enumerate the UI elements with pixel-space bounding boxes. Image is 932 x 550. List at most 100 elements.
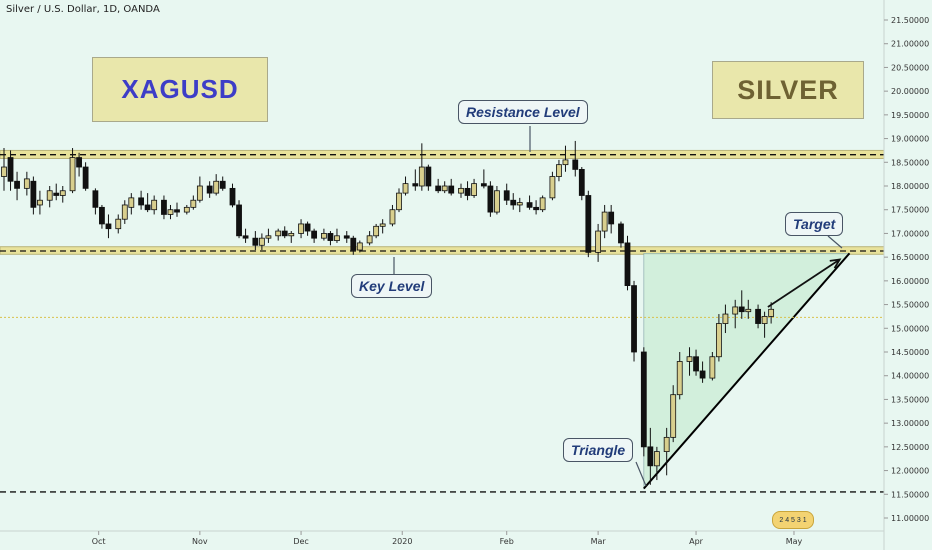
candle <box>37 190 43 215</box>
candle-body <box>236 204 242 237</box>
candle-body <box>196 185 203 201</box>
candle-body <box>556 164 562 177</box>
candle-body <box>334 235 340 241</box>
candle-body <box>366 235 373 244</box>
candle-body <box>242 235 249 239</box>
target-callout: Target <box>785 212 844 236</box>
candle-body <box>30 180 37 208</box>
candle-body <box>663 436 670 453</box>
candle <box>213 174 220 196</box>
candle <box>196 176 203 203</box>
candle <box>190 195 197 210</box>
candle <box>601 204 608 239</box>
candle <box>252 231 259 251</box>
candle <box>288 231 295 243</box>
candle <box>510 193 517 210</box>
candle-body <box>174 209 180 213</box>
candle-body <box>412 183 419 187</box>
candle <box>219 176 226 191</box>
candle-body <box>14 180 20 189</box>
candle <box>59 186 66 203</box>
candle-body <box>745 308 752 313</box>
price-tick-label: 12.00000 <box>891 467 929 476</box>
candle <box>670 385 677 443</box>
candle-body <box>595 230 602 253</box>
candle-body <box>304 223 311 232</box>
candle <box>258 233 265 251</box>
candle-body <box>128 197 135 208</box>
candle <box>343 231 350 243</box>
triangle-support-line <box>643 252 851 490</box>
candle-body <box>572 159 579 170</box>
candle-body <box>418 166 425 187</box>
candle <box>745 299 752 319</box>
triangle-callout: Triangle <box>563 438 634 462</box>
candle <box>755 304 761 329</box>
candle <box>281 226 288 239</box>
candle <box>7 150 14 191</box>
resistance-level-callout: Resistance Level <box>458 100 588 124</box>
time-tick-label: Apr <box>689 537 704 546</box>
candle-body <box>151 199 158 211</box>
tradingview-logo: 2 4 5 3 1 <box>772 511 814 529</box>
candle-body <box>213 180 220 194</box>
price-tick-label: 12.50000 <box>891 443 929 452</box>
candle-body <box>138 197 145 206</box>
candle <box>82 162 89 191</box>
price-tick-label: 19.50000 <box>891 111 929 120</box>
candle-body <box>396 192 402 211</box>
candle-body <box>709 356 716 379</box>
candle-body <box>167 209 174 215</box>
candle-body <box>53 192 60 196</box>
time-tick-label: May <box>786 537 803 546</box>
time-tick-label: Mar <box>591 537 607 546</box>
candle <box>373 223 380 239</box>
candle-body <box>487 185 494 213</box>
candle <box>715 314 722 362</box>
candle-body <box>448 185 455 194</box>
candle-body <box>69 157 76 192</box>
silver-label: SILVER <box>712 61 864 119</box>
candle <box>471 178 477 198</box>
candle-body <box>533 206 539 211</box>
candle <box>539 195 546 213</box>
price-tick-label: 13.00000 <box>891 419 929 428</box>
candle-body <box>99 206 105 225</box>
candle <box>618 221 624 248</box>
candle <box>722 304 729 334</box>
candle <box>183 204 190 215</box>
target-arrow-head <box>829 258 842 269</box>
candle <box>396 188 402 213</box>
time-tick-label: Nov <box>192 537 208 546</box>
candle-body <box>275 230 282 237</box>
candle-body <box>402 183 409 194</box>
candle-body <box>686 356 693 362</box>
price-tick-label: 11.50000 <box>891 490 929 499</box>
candle-body <box>526 202 533 208</box>
candle-body <box>670 394 677 438</box>
candle-body <box>379 223 386 227</box>
candle <box>144 193 151 213</box>
candle-body <box>435 185 442 192</box>
candle-body <box>471 183 477 196</box>
candle-body <box>761 316 768 324</box>
candle-body <box>288 233 295 237</box>
candle-body <box>76 157 82 168</box>
candle <box>647 427 654 485</box>
candle <box>549 171 556 201</box>
candle <box>738 290 745 319</box>
candle <box>435 178 442 194</box>
candle-body <box>732 306 739 315</box>
candle <box>412 169 419 191</box>
triangle-callout-pointer <box>635 461 647 487</box>
candle <box>76 152 82 177</box>
candle <box>640 347 647 457</box>
candle-body <box>281 230 288 237</box>
candle <box>128 193 135 215</box>
candle <box>699 361 706 383</box>
candle <box>761 311 768 338</box>
candle <box>686 347 693 376</box>
candle <box>494 186 500 215</box>
price-tick-label: 21.00000 <box>891 40 929 49</box>
candle-body <box>190 199 197 208</box>
